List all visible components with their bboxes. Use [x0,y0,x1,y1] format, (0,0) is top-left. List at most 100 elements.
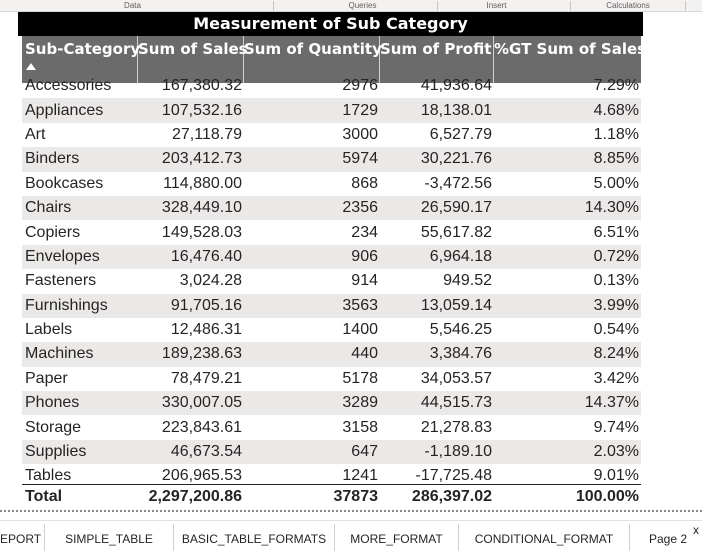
visual-resize-border [0,510,702,512]
page-tab-more-format[interactable]: MORE_FORMAT [350,532,443,546]
ribbon-divider [437,1,438,11]
cell-sum-of-profit: 5,546.25 [429,321,492,339]
cell-gt-sum-of-sales: 8.85% [593,150,639,168]
cell-sum-of-sales: 203,412.73 [161,150,242,168]
column-header-label: Sum of Profit [380,40,492,58]
table-visual[interactable]: Measurement of Sub Category Sub-Category… [0,12,702,505]
cell-gt-sum-of-sales: 1.18% [593,125,639,143]
column-header-label: Sum of Sales [138,40,248,58]
table-row[interactable]: Phones 330,007.05 3289 44,515.73 14.37% [22,391,641,416]
ribbon-group-queries: Queries [348,1,377,10]
ribbon-divider [570,1,571,11]
cell-sum-of-quantity: 2356 [342,199,378,217]
cell-sum-of-quantity: 3158 [342,418,378,436]
total-sum-of-sales: 2,297,200.86 [148,487,242,505]
table-row[interactable]: Tables 206,965.53 1241 -17,725.48 9.01% [22,464,641,488]
cell-gt-sum-of-sales: 4.68% [593,101,639,119]
cell-sum-of-sales: 91,705.16 [170,296,242,314]
table-row[interactable]: Appliances 107,532.16 1729 18,138.01 4.68% [22,98,641,123]
page-tab-report[interactable]: EPORT [0,532,42,546]
cell-sub-category: Tables [25,467,72,485]
column-header-sub-category[interactable]: Sub-Category [22,36,141,83]
table-row[interactable]: Bookcases 114,880.00 868 -3,472.56 5.00% [22,172,641,196]
page-tab-simple-table[interactable]: SIMPLE_TABLE [65,532,153,546]
cell-sub-category: Storage [25,418,82,436]
table-title-bar: Measurement of Sub Category [18,12,643,36]
cell-sum-of-profit: 34,053.57 [420,369,492,387]
tab-divider [629,524,630,551]
page-tab-conditional-format[interactable]: CONDITIONAL_FORMAT [474,532,614,546]
cell-gt-sum-of-sales: 6.51% [593,223,639,241]
cell-sum-of-sales: 27,118.79 [172,125,242,143]
table-row[interactable]: Copiers 149,528.03 234 55,617.82 6.51% [22,220,641,244]
cell-sub-category: Supplies [25,443,87,461]
cell-sum-of-quantity: 906 [351,247,378,265]
cell-sum-of-profit: 18,138.01 [420,101,492,119]
ribbon-group-data: Data [124,1,141,10]
cell-sub-category: Machines [25,345,94,363]
cell-gt-sum-of-sales: 0.13% [593,272,639,290]
close-icon[interactable]: x [693,523,699,537]
cell-sum-of-quantity: 5178 [342,369,378,387]
cell-sum-of-profit: 949.52 [443,272,492,290]
cell-sum-of-profit: -17,725.48 [415,467,492,485]
cell-sum-of-quantity: 647 [351,443,378,461]
column-header-label: Sub-Category [25,40,141,58]
cell-sum-of-profit: 21,278.83 [420,418,492,436]
cell-gt-sum-of-sales: 9.01% [593,467,639,485]
cell-gt-sum-of-sales: 14.37% [584,394,639,412]
cell-gt-sum-of-sales: 5.00% [593,174,639,192]
cell-sum-of-sales: 206,965.53 [161,467,242,485]
cell-sum-of-quantity: 1400 [342,321,378,339]
cell-sub-category: Labels [25,321,73,339]
column-header-gt-sum-of-sales[interactable]: %GT Sum of Sales [494,36,646,83]
sort-ascending-icon[interactable] [26,63,36,70]
ribbon-group-labels: Data Queries Insert Calculations [0,0,702,12]
table-row[interactable]: Supplies 46,673.54 647 -1,189.10 2.03% [22,439,641,465]
column-header-label: %GT Sum of Sales [494,40,647,58]
cell-sum-of-sales: 223,843.61 [161,418,242,436]
column-header-sum-of-sales[interactable]: Sum of Sales [138,36,248,83]
cell-sum-of-sales: 330,007.05 [161,394,242,412]
cell-sum-of-sales: 3,024.28 [179,272,242,290]
cell-sub-category: Envelopes [25,247,100,265]
table-row[interactable]: Accessories 167,380.32 2976 41,936.64 7.29% [22,74,641,98]
table-row[interactable]: Fasteners 3,024.28 914 949.52 0.13% [22,269,641,293]
page-tab-basic-table-formats[interactable]: BASIC_TABLE_FORMATS [181,532,327,546]
ribbon-group-calculations: Calculations [606,1,650,10]
page-tab-page-2[interactable]: Page 2 [649,532,688,546]
table-row[interactable]: Machines 189,238.63 440 3,384.76 8.24% [22,342,641,367]
cell-sub-category: Copiers [25,223,81,241]
table-row[interactable]: Labels 12,486.31 1400 5,546.25 0.54% [22,318,641,342]
table-row[interactable]: Furnishings 91,705.16 3563 13,059.14 3.99% [22,293,641,318]
cell-sum-of-quantity: 234 [351,223,378,241]
cell-sum-of-profit: 55,617.82 [420,223,492,241]
table-row[interactable]: Binders 203,412.73 5974 30,221.76 8.85% [22,147,641,172]
table-row[interactable]: Paper 78,479.21 5178 34,053.57 3.42% [22,367,641,391]
column-header-sum-of-profit[interactable]: Sum of Profit [380,36,494,83]
cell-gt-sum-of-sales: 14.30% [584,199,639,217]
cell-sum-of-sales: 114,880.00 [163,174,242,192]
cell-sum-of-sales: 149,528.03 [161,223,242,241]
page-tabs-bar: EPORT SIMPLE_TABLE BASIC_TABLE_FORMATS M… [0,520,702,551]
cell-gt-sum-of-sales: 2.03% [593,443,639,461]
table-row[interactable]: Art 27,118.79 3000 6,527.79 1.18% [22,123,641,147]
cell-sum-of-profit: -1,189.10 [424,443,492,461]
cell-gt-sum-of-sales: 3.99% [593,296,639,314]
cell-sub-category: Phones [25,394,80,412]
column-header-sum-of-quantity[interactable]: Sum of Quantity [244,36,382,83]
table-row[interactable]: Envelopes 16,476.40 906 6,964.18 0.72% [22,244,641,270]
cell-sum-of-profit: 6,527.79 [429,125,492,143]
ribbon-group-insert: Insert [486,1,507,10]
cell-sum-of-profit: 13,059.14 [420,296,492,314]
table-row[interactable]: Chairs 328,449.10 2356 26,590.17 14.30% [22,195,641,221]
cell-sum-of-quantity: 5974 [342,150,378,168]
cell-sum-of-profit: 3,384.76 [429,345,492,363]
cell-sum-of-quantity: 1729 [342,101,378,119]
cell-sub-category: Paper [25,369,68,387]
cell-sum-of-sales: 46,673.54 [170,443,242,461]
total-label: Total [25,487,63,505]
cell-sub-category: Binders [25,150,80,168]
table-row[interactable]: Storage 223,843.61 3158 21,278.83 9.74% [22,415,641,439]
cell-sub-category: Accessories [25,77,112,95]
